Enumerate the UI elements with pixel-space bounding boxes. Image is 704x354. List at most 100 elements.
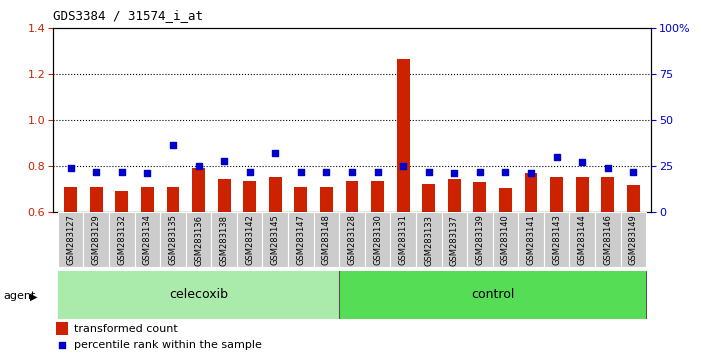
Bar <box>186 212 211 267</box>
Bar <box>288 212 314 267</box>
Bar <box>371 181 384 212</box>
Bar <box>448 179 460 212</box>
Point <box>218 158 230 164</box>
Text: GSM283130: GSM283130 <box>373 215 382 266</box>
Point <box>193 164 204 169</box>
Text: ▶: ▶ <box>30 291 38 301</box>
Text: GSM283132: GSM283132 <box>118 215 126 266</box>
Text: GSM283138: GSM283138 <box>220 215 229 266</box>
Text: GSM283145: GSM283145 <box>271 215 279 266</box>
Bar <box>441 212 467 267</box>
Bar <box>365 212 390 267</box>
Bar <box>84 212 109 267</box>
Text: GSM283127: GSM283127 <box>66 215 75 266</box>
Bar <box>595 212 620 267</box>
Point <box>525 171 536 176</box>
Bar <box>576 177 589 212</box>
Text: GSM283134: GSM283134 <box>143 215 152 266</box>
Point <box>91 169 102 175</box>
Text: GSM283146: GSM283146 <box>603 215 612 266</box>
Point <box>244 169 256 175</box>
Bar <box>90 187 103 212</box>
Bar <box>218 179 230 212</box>
Point <box>295 169 306 175</box>
Point <box>551 154 562 160</box>
Bar <box>161 212 186 267</box>
Bar <box>620 212 646 267</box>
Bar <box>493 212 518 267</box>
Point <box>577 159 588 165</box>
Point <box>602 165 613 170</box>
Bar <box>543 212 570 267</box>
Text: control: control <box>471 288 515 301</box>
Bar <box>109 212 134 267</box>
Point <box>372 169 383 175</box>
Bar <box>58 212 84 267</box>
Bar <box>524 173 537 212</box>
Text: GSM283148: GSM283148 <box>322 215 331 266</box>
Text: GSM283137: GSM283137 <box>450 215 459 266</box>
Bar <box>211 212 237 267</box>
Text: GSM283141: GSM283141 <box>527 215 536 266</box>
Bar <box>64 187 77 212</box>
Point <box>423 169 434 175</box>
Text: GSM283149: GSM283149 <box>629 215 638 266</box>
Bar <box>422 184 435 212</box>
Bar <box>237 212 263 267</box>
Text: GSM283135: GSM283135 <box>168 215 177 266</box>
Text: GSM283139: GSM283139 <box>475 215 484 266</box>
Text: GDS3384 / 31574_i_at: GDS3384 / 31574_i_at <box>53 9 203 22</box>
Point <box>448 171 460 176</box>
Bar <box>314 212 339 267</box>
Bar <box>263 212 288 267</box>
Bar <box>339 212 365 267</box>
Bar <box>115 190 128 212</box>
Bar <box>467 212 493 267</box>
Bar <box>269 177 282 212</box>
Bar <box>141 187 153 212</box>
Point <box>346 169 358 175</box>
Bar <box>167 187 180 212</box>
Bar <box>134 212 161 267</box>
Text: GSM283147: GSM283147 <box>296 215 306 266</box>
Bar <box>551 177 563 212</box>
Bar <box>294 187 307 212</box>
Point <box>270 150 281 155</box>
Point <box>500 169 511 175</box>
Text: GSM283131: GSM283131 <box>398 215 408 266</box>
Bar <box>390 212 416 267</box>
Bar <box>416 212 441 267</box>
Bar <box>320 187 333 212</box>
Point <box>116 169 127 175</box>
Text: GSM283143: GSM283143 <box>552 215 561 266</box>
Point <box>142 171 153 176</box>
Bar <box>474 183 486 212</box>
Bar <box>244 181 256 212</box>
Bar <box>56 322 68 335</box>
Text: GSM283144: GSM283144 <box>578 215 586 266</box>
Point <box>65 165 76 170</box>
Text: GSM283136: GSM283136 <box>194 215 203 266</box>
Point <box>474 169 486 175</box>
Bar <box>339 271 646 319</box>
Text: agent: agent <box>4 291 36 301</box>
Text: transformed count: transformed count <box>74 324 177 333</box>
Point <box>628 169 639 175</box>
Text: GSM283140: GSM283140 <box>501 215 510 266</box>
Bar <box>346 181 358 212</box>
Bar <box>192 167 205 212</box>
Point <box>398 164 409 169</box>
Text: GSM283142: GSM283142 <box>245 215 254 266</box>
Bar <box>627 185 640 212</box>
Bar <box>397 59 410 212</box>
Point <box>168 142 179 147</box>
Text: GSM283133: GSM283133 <box>425 215 433 266</box>
Point <box>321 169 332 175</box>
Bar <box>601 177 614 212</box>
Bar <box>570 212 595 267</box>
Text: GSM283128: GSM283128 <box>348 215 356 266</box>
Point <box>56 342 68 348</box>
Bar <box>58 271 339 319</box>
Bar <box>499 188 512 212</box>
Bar <box>518 212 543 267</box>
